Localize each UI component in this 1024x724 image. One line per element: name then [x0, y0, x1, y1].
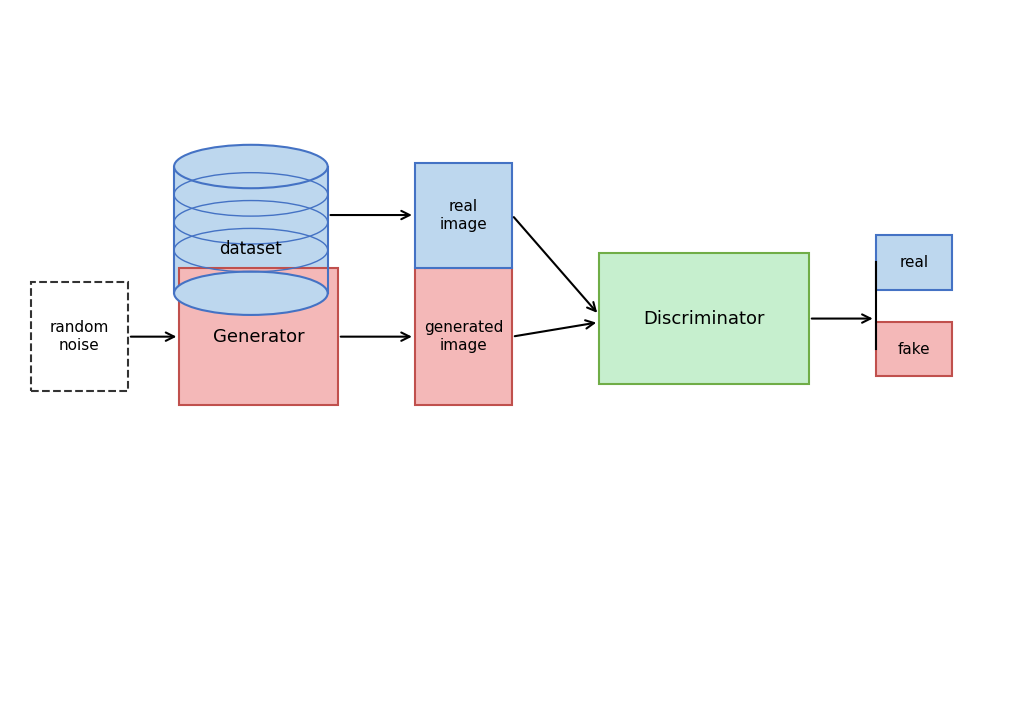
FancyBboxPatch shape — [876, 235, 952, 290]
FancyBboxPatch shape — [31, 282, 128, 391]
Text: Generator: Generator — [213, 328, 304, 345]
Ellipse shape — [174, 145, 328, 188]
FancyBboxPatch shape — [179, 268, 338, 405]
Text: dataset: dataset — [219, 240, 283, 258]
Text: fake: fake — [898, 342, 930, 357]
FancyBboxPatch shape — [415, 163, 512, 268]
Ellipse shape — [174, 272, 328, 315]
Text: generated
image: generated image — [424, 321, 503, 353]
Text: real
image: real image — [439, 199, 487, 232]
FancyBboxPatch shape — [174, 167, 328, 293]
FancyBboxPatch shape — [599, 253, 809, 384]
Text: random
noise: random noise — [50, 321, 109, 353]
FancyBboxPatch shape — [876, 322, 952, 376]
Text: real: real — [899, 255, 929, 270]
Text: Discriminator: Discriminator — [643, 310, 765, 327]
FancyBboxPatch shape — [415, 268, 512, 405]
